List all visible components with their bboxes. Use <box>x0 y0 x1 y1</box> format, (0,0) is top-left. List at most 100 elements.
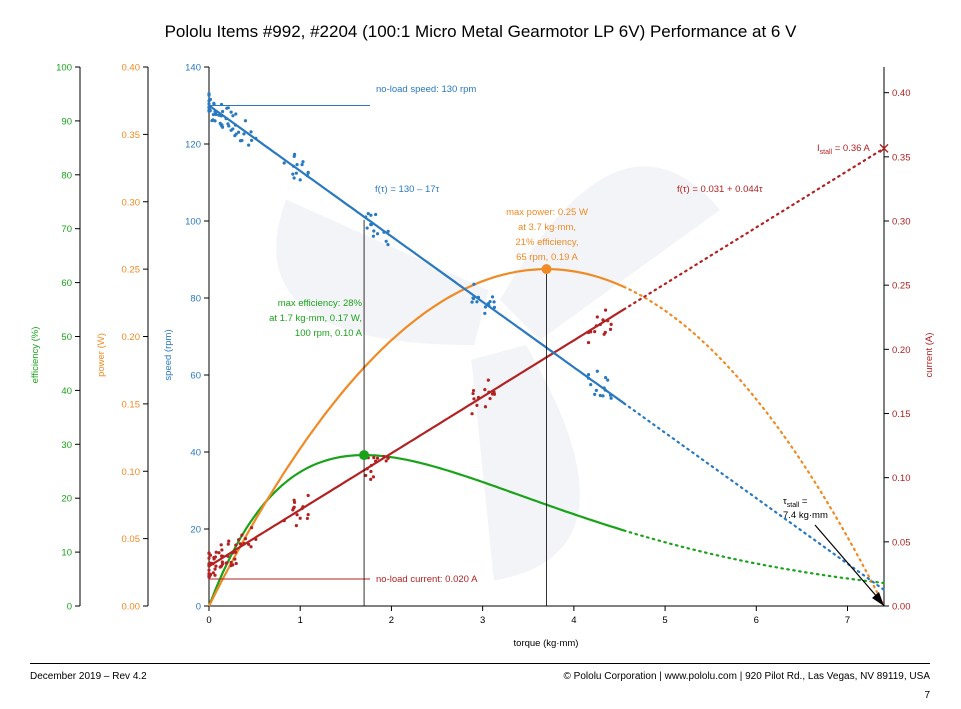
efficiency-curve-extrapolated <box>622 529 886 585</box>
speed-curve-extrapolated <box>622 402 886 591</box>
watermark-blade <box>471 345 580 581</box>
speed-data-point <box>238 139 243 143</box>
current-data-point <box>471 388 476 393</box>
speed-data-point <box>382 230 386 234</box>
speed-data-point <box>282 161 286 165</box>
current-data-point <box>608 327 613 331</box>
current-axis-label: current (A) <box>924 333 935 378</box>
power-curve-extrapolated <box>622 285 886 608</box>
current-data-point <box>219 554 224 558</box>
footer-divider <box>30 663 930 664</box>
x-tick-label: 6 <box>754 615 759 626</box>
speed-data-point <box>374 212 378 217</box>
speed-data-point <box>295 162 299 167</box>
max-efficiency-marker <box>359 450 370 461</box>
speed-data-point <box>603 388 607 392</box>
current-data-point <box>369 477 373 481</box>
current-data-point <box>595 315 599 319</box>
speed-data-point <box>225 106 229 110</box>
speed-data-point <box>472 282 476 286</box>
current-data-point <box>295 513 299 517</box>
stall-current-marker <box>879 143 889 153</box>
speed-data-point <box>208 97 213 101</box>
current-data-point <box>586 340 591 345</box>
speed-data-point <box>586 376 591 380</box>
current-data-point <box>207 568 211 572</box>
current-data-point <box>229 563 233 568</box>
speed-data-point <box>492 305 497 309</box>
current-data-point <box>601 318 605 322</box>
speed-tick-label: 80 <box>190 294 201 305</box>
current-tick-label: 0.10 <box>892 473 911 484</box>
current-tick-label: 0.25 <box>892 281 911 292</box>
current-data-point <box>242 541 246 546</box>
current-data-point <box>483 387 487 392</box>
efficiency-tick-label: 10 <box>61 548 72 559</box>
current-data-point <box>213 567 217 571</box>
speed-data-point <box>483 305 488 309</box>
speed-data-point <box>234 112 238 116</box>
speed-data-point <box>207 102 211 106</box>
speed-curve <box>208 104 625 405</box>
current-data-point <box>475 403 479 408</box>
x-axis-label: torque (kg·mm) <box>514 638 579 649</box>
speed-data-point <box>291 172 295 176</box>
max-power-label-line: at 3.7 kg·mm, <box>518 222 576 233</box>
current-tick-label: 0.20 <box>892 345 911 356</box>
stall-torque-value: 7.4 kg·mm <box>783 510 828 521</box>
speed-data-point <box>487 303 491 308</box>
current-data-point <box>254 537 258 542</box>
max-efficiency-label-line: at 1.7 kg·mm, 0.17 W, <box>269 313 362 324</box>
chart-title: Pololu Items #992, #2204 (100:1 Micro Me… <box>164 22 797 41</box>
speed-data-point <box>598 393 602 398</box>
speed-data-point <box>217 113 221 117</box>
stall-torque-equals: = <box>799 496 808 507</box>
current-data-point <box>609 322 613 326</box>
stall-torque-arrow-line <box>814 524 879 599</box>
power-tick-label: 0.40 <box>122 63 141 74</box>
speed-data-point <box>221 109 225 114</box>
speed-tick-label: 40 <box>190 448 201 459</box>
current-data-point <box>226 554 230 558</box>
current-data-point <box>247 542 251 546</box>
current-data-point <box>210 561 214 565</box>
speed-data-point <box>224 116 228 121</box>
current-data-point <box>488 396 492 401</box>
speed-data-point <box>606 378 610 382</box>
speed-data-point <box>488 299 492 304</box>
stall-torque-symbol: τ <box>783 496 787 507</box>
speed-data-point <box>601 394 605 398</box>
speed-tick-label: 60 <box>190 371 201 382</box>
speed-data-point <box>233 134 237 138</box>
current-data-point <box>225 561 229 565</box>
watermark-blade <box>276 199 489 346</box>
power-tick-label: 0.05 <box>122 534 141 545</box>
efficiency-tick-label: 60 <box>61 278 72 289</box>
current-data-point <box>234 561 238 566</box>
current-data-point <box>369 469 373 474</box>
speed-data-point <box>603 376 608 380</box>
speed-data-point <box>386 242 390 247</box>
current-data-point <box>364 473 368 478</box>
max-power-label-line: max power: 0.25 W <box>506 207 588 218</box>
power-curve <box>208 268 625 607</box>
stall-current-value: = 0.36 A <box>832 143 870 154</box>
current-data-point <box>589 330 593 334</box>
efficiency-axis-label: efficiency (%) <box>30 327 41 384</box>
speed-data-point <box>476 295 481 299</box>
speed-data-point <box>371 234 376 238</box>
speed-data-point <box>233 123 238 127</box>
speed-data-point <box>384 239 388 243</box>
current-formula-label: f(τ) = 0.031 + 0.044τ <box>677 184 763 195</box>
current-data-point <box>306 512 310 517</box>
current-data-point <box>249 545 253 549</box>
speed-data-point <box>365 226 369 230</box>
power-axis-label: power (W) <box>96 333 107 377</box>
max-power-label-line: 65 rpm, 0.19 A <box>516 252 578 263</box>
speed-data-point <box>219 114 224 118</box>
current-data-point <box>594 324 598 328</box>
current-data-point <box>207 556 211 560</box>
current-data-point <box>300 506 304 511</box>
efficiency-tick-label: 30 <box>61 440 72 451</box>
